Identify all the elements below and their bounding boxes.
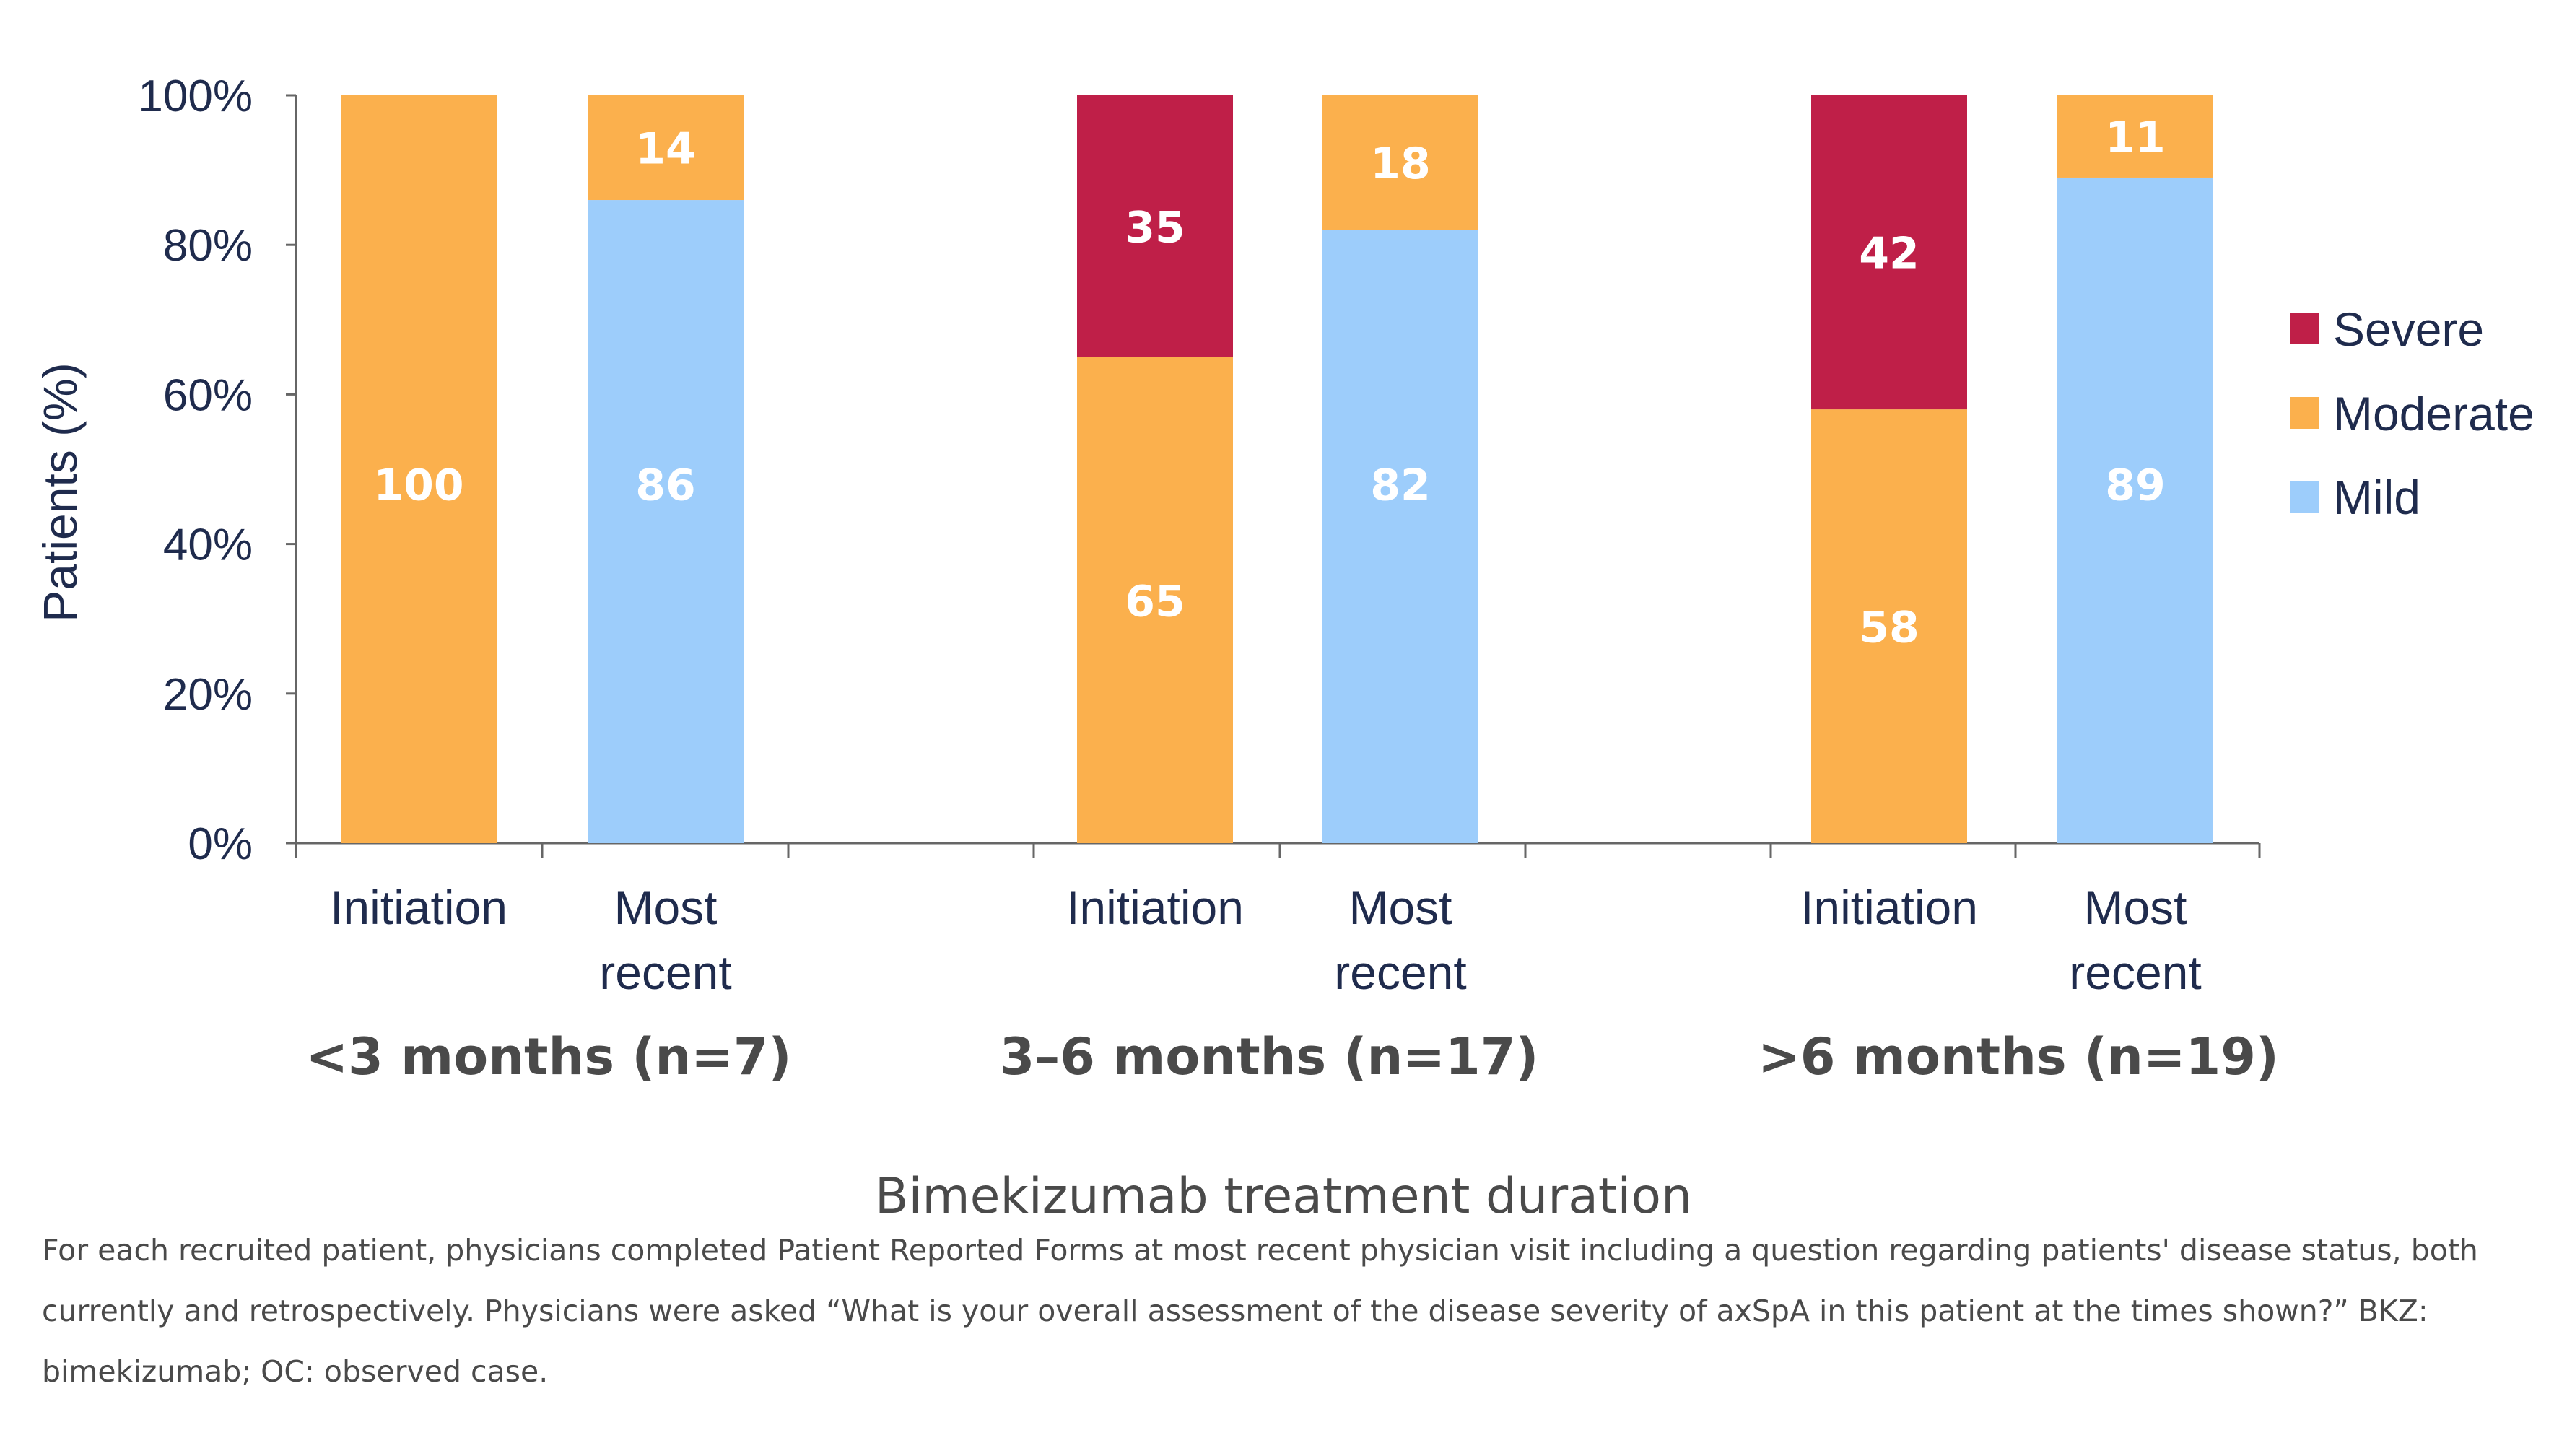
data-label: 86 — [635, 461, 696, 511]
data-label: 65 — [1125, 576, 1185, 627]
bar-segment-moderate — [341, 95, 497, 843]
data-label: 11 — [2105, 113, 2166, 163]
x-category-label: Most — [2083, 881, 2187, 934]
x-category-label: Initiation — [1066, 881, 1244, 934]
x-category-label: Initiation — [1800, 881, 1978, 934]
group-label: >6 months (n=19) — [1758, 1027, 2279, 1086]
y-tick-label: 100% — [138, 71, 253, 121]
x-category-label: Most — [1348, 881, 1452, 934]
y-tick-label: 80% — [163, 221, 253, 271]
y-tick-label: 0% — [188, 819, 253, 869]
y-tick-label: 60% — [163, 370, 253, 420]
legend-swatch-severe — [2290, 313, 2319, 344]
x-category-label: recent — [2069, 946, 2201, 999]
legend-swatch-moderate — [2290, 397, 2319, 429]
data-label: 82 — [1370, 461, 1431, 511]
x-category-label: Most — [614, 881, 717, 934]
bar-segment-severe — [1811, 95, 1967, 410]
bar-segment-severe — [1077, 95, 1233, 357]
stacked-bar-chart: 0% 20% 40% 60% 80% 100% Patients (%) 100 86 14 65 3… — [33, 71, 2535, 1225]
data-label: 42 — [1859, 229, 1919, 279]
bar-segment-moderate — [2057, 95, 2213, 178]
y-axis-title: Patients (%) — [33, 362, 87, 622]
x-category-label: recent — [1334, 946, 1466, 999]
bar-segment-mild — [2057, 177, 2213, 843]
footnote: For each recruited patient, physicians c… — [42, 1233, 2478, 1389]
bar-segment-moderate — [588, 95, 744, 201]
x-axis-title: Bimekizumab treatment duration — [875, 1168, 1692, 1225]
x-category-label: Initiation — [330, 881, 507, 934]
legend-swatch-mild — [2290, 481, 2319, 513]
data-label: 18 — [1370, 139, 1431, 189]
data-label: 58 — [1859, 603, 1919, 653]
legend-label: Mild — [2333, 471, 2420, 524]
data-label: 14 — [635, 124, 696, 175]
bar-segment-moderate — [1811, 409, 1967, 843]
y-tick-label: 40% — [163, 520, 253, 570]
bar-segment-moderate — [1077, 357, 1233, 844]
data-label: 100 — [373, 461, 463, 511]
legend-label: Moderate — [2333, 387, 2535, 440]
y-tick-label: 20% — [163, 670, 253, 720]
data-label: 89 — [2105, 461, 2166, 511]
group-label: <3 months (n=7) — [305, 1027, 791, 1086]
bar-segment-mild — [588, 200, 744, 843]
x-category-label: recent — [599, 946, 731, 999]
group-label: 3–6 months (n=17) — [1000, 1027, 1539, 1086]
bar-segment-moderate — [1322, 95, 1478, 230]
bar-segment-mild — [1322, 230, 1478, 844]
legend-label: Severe — [2333, 302, 2484, 356]
data-label: 35 — [1125, 202, 1185, 253]
